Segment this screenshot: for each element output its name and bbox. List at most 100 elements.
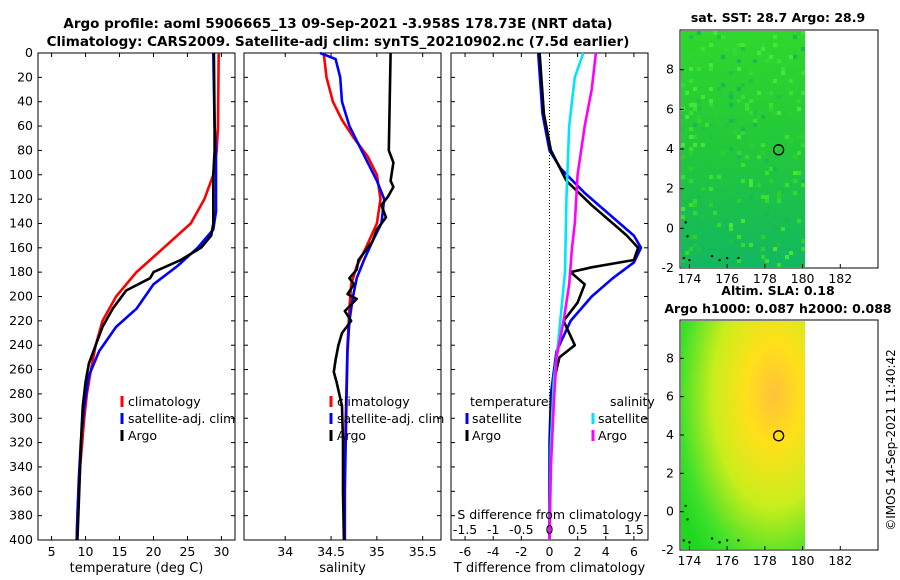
salinity-xtick-label: 35	[369, 544, 385, 559]
sst-pixel	[745, 187, 749, 191]
sst-pixel	[761, 115, 765, 119]
sst-pixel	[717, 175, 721, 179]
depth-tick-label: 400	[9, 532, 33, 547]
sst-pixel	[709, 175, 713, 179]
temperature-xtick-label: 20	[146, 544, 162, 559]
sst-pixel	[713, 211, 717, 215]
sst-pixel	[701, 143, 705, 147]
sst-pixel	[793, 55, 797, 59]
sst-pixel	[749, 99, 753, 103]
differences-xtick-label: 6	[630, 544, 638, 559]
sst-pixel	[701, 95, 705, 99]
sst-pixel	[729, 119, 733, 123]
sst-pixel	[681, 71, 685, 75]
sst-pixel	[797, 99, 801, 103]
sst-pixel	[697, 99, 701, 103]
legend-label-argo: Argo	[128, 428, 157, 443]
sst-pixel	[769, 103, 773, 107]
sla-map: 174 176 178 180 182 -2 0 2 4 6 8	[662, 319, 879, 568]
sst-pixel	[777, 95, 781, 99]
sst-pixel	[765, 211, 769, 215]
series-temperature-argo	[538, 52, 640, 541]
sst-pixel	[761, 67, 765, 71]
sst-pixel	[729, 95, 733, 99]
series-argo	[332, 52, 395, 541]
sst-pixel	[789, 91, 793, 95]
sst-pixel	[689, 35, 693, 39]
sst-pixel	[721, 183, 725, 187]
legend-label-satellite-adj-clim: satellite-adj. clim	[128, 411, 235, 426]
sst-pixel	[697, 63, 701, 67]
sst-pixel	[681, 175, 685, 179]
sst-pixel	[721, 259, 725, 263]
coastline-dot	[684, 504, 687, 508]
depth-tick-label: 280	[9, 386, 33, 401]
sst-pixel	[729, 235, 733, 239]
sst-pixel	[741, 127, 745, 131]
differences-xtick-label: -6	[459, 544, 472, 559]
coastline-dot	[718, 541, 721, 544]
sla_map-ytick-label: 2	[666, 465, 674, 480]
sst-pixel	[693, 203, 697, 207]
differences-xtick-label: 4	[602, 544, 610, 559]
sst-pixel	[773, 179, 777, 183]
sst-pixel	[693, 107, 697, 111]
sst-pixel	[737, 151, 741, 155]
sst-pixel	[777, 263, 781, 267]
sst-pixel	[757, 155, 761, 159]
sst-pixel	[693, 135, 697, 139]
coastline-dot	[725, 539, 729, 542]
temperature-profile-plot: 0 20 40 60 80 100 120 140 160 180 200 220 240 260 280 3…	[9, 45, 236, 576]
sst-pixel	[789, 79, 793, 83]
sst-pixel	[773, 243, 777, 247]
sst-pixel	[689, 67, 693, 71]
depth-tick-label: 0	[25, 45, 33, 60]
sst-pixel	[689, 135, 693, 139]
sst-pixel	[709, 123, 713, 127]
sst-pixel	[721, 83, 725, 87]
sst-pixel	[709, 163, 713, 167]
sst-pixel	[741, 131, 745, 135]
depth-tick-label: 120	[9, 191, 33, 206]
sst-pixel	[769, 179, 773, 183]
coastline-dot	[737, 539, 740, 542]
sst-pixel	[801, 239, 805, 243]
sst-pixel	[761, 143, 765, 147]
sst-pixel	[777, 199, 781, 203]
depth-tick-label: 20	[17, 69, 33, 84]
sst-pixel	[793, 171, 797, 175]
sst-pixel	[713, 175, 717, 179]
depth-tick-label: 200	[9, 289, 33, 304]
coastline-dot	[710, 537, 714, 540]
sst-pixel	[753, 123, 757, 127]
sst-map: 174 176 178 180 182 -2 0 2 4 6 8	[662, 29, 879, 286]
sst-pixel	[801, 47, 805, 51]
s-diff-tick-label: -0.5	[509, 522, 533, 537]
s-diff-tick-label: -1.5	[453, 522, 477, 537]
sst-pixel	[681, 207, 685, 211]
sst-pixel	[681, 127, 685, 131]
sst-pixel	[709, 203, 713, 207]
sst-pixel	[693, 199, 697, 203]
sst-pixel	[801, 183, 805, 187]
s-diff-tick-label: -1	[487, 522, 499, 537]
sst-pixel	[781, 227, 785, 231]
sst-pixel	[765, 259, 769, 263]
sst-pixel	[801, 247, 805, 251]
sst-pixel	[801, 179, 805, 183]
sst-pixel	[729, 239, 733, 243]
sst-pixel	[693, 87, 697, 91]
title-line-1: Argo profile: aoml 5906665_13 09-Sep-202…	[63, 16, 612, 32]
temperature-axes-box	[37, 52, 236, 541]
sst-pixel	[777, 191, 781, 195]
sst_map-ytick-label: 6	[666, 101, 674, 116]
sst-pixel	[737, 259, 741, 263]
sst-pixel	[737, 135, 741, 139]
sst-pixel	[741, 47, 745, 51]
sst-pixel	[689, 147, 693, 151]
salinity-profile-plot: 34 34.5 35 35.5 salinity climatology satellite…	[243, 51, 444, 576]
sst-pixel	[789, 55, 793, 59]
sst-pixel	[793, 51, 797, 55]
sst-pixel	[749, 71, 753, 75]
